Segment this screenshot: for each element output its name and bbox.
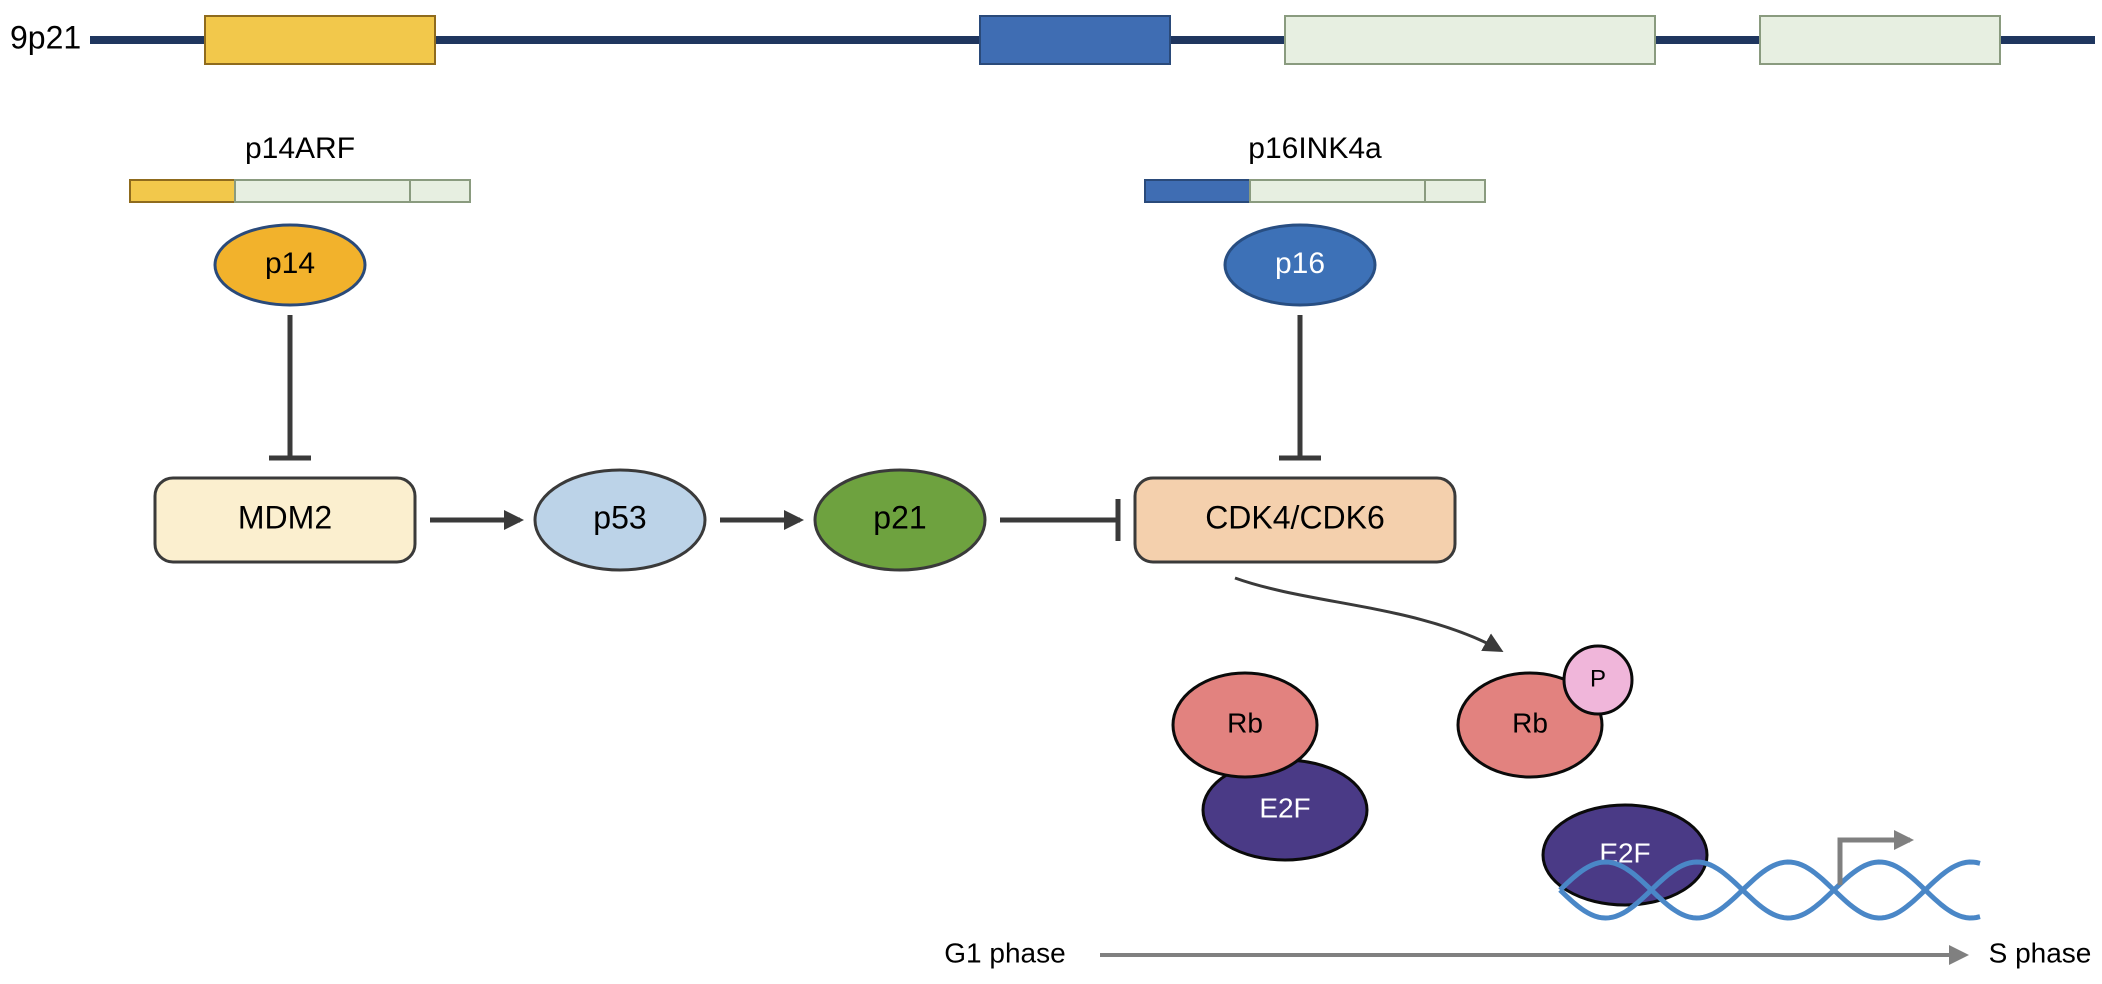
rb2-label: Rb (1512, 707, 1548, 738)
p53-label: p53 (593, 499, 646, 535)
cdk-label: CDK4/CDK6 (1205, 499, 1385, 535)
sphase-label: S phase (1989, 937, 2092, 968)
p16ink4a-bar-seg-1 (1250, 180, 1425, 202)
p16ink4a-bar-seg-2 (1425, 180, 1485, 202)
p14arf-bar-seg-2 (410, 180, 470, 202)
rb1-label: Rb (1227, 707, 1263, 738)
p16-label: p16 (1275, 247, 1325, 280)
p14arf-bar-seg-1 (235, 180, 410, 202)
p14arf-bar-seg-0 (130, 180, 235, 202)
mdm2-label: MDM2 (238, 499, 332, 535)
p21-label: p21 (873, 499, 926, 535)
Pcirc-label: P (1590, 665, 1606, 692)
exon-2 (1285, 16, 1655, 64)
e2f1-label: E2F (1259, 792, 1310, 823)
p14-label: p14 (265, 247, 315, 280)
locus-label: 9p21 (10, 19, 81, 55)
exon-3 (1760, 16, 2000, 64)
exon-1 (980, 16, 1170, 64)
g1-label: G1 phase (944, 937, 1065, 968)
edge-cdk-rb (1235, 578, 1500, 650)
p16ink4a-bar-seg-0 (1145, 180, 1250, 202)
p14arf-bar-label: p14ARF (245, 132, 355, 165)
p16ink4a-bar-label: p16INK4a (1248, 132, 1382, 165)
exon-0 (205, 16, 435, 64)
